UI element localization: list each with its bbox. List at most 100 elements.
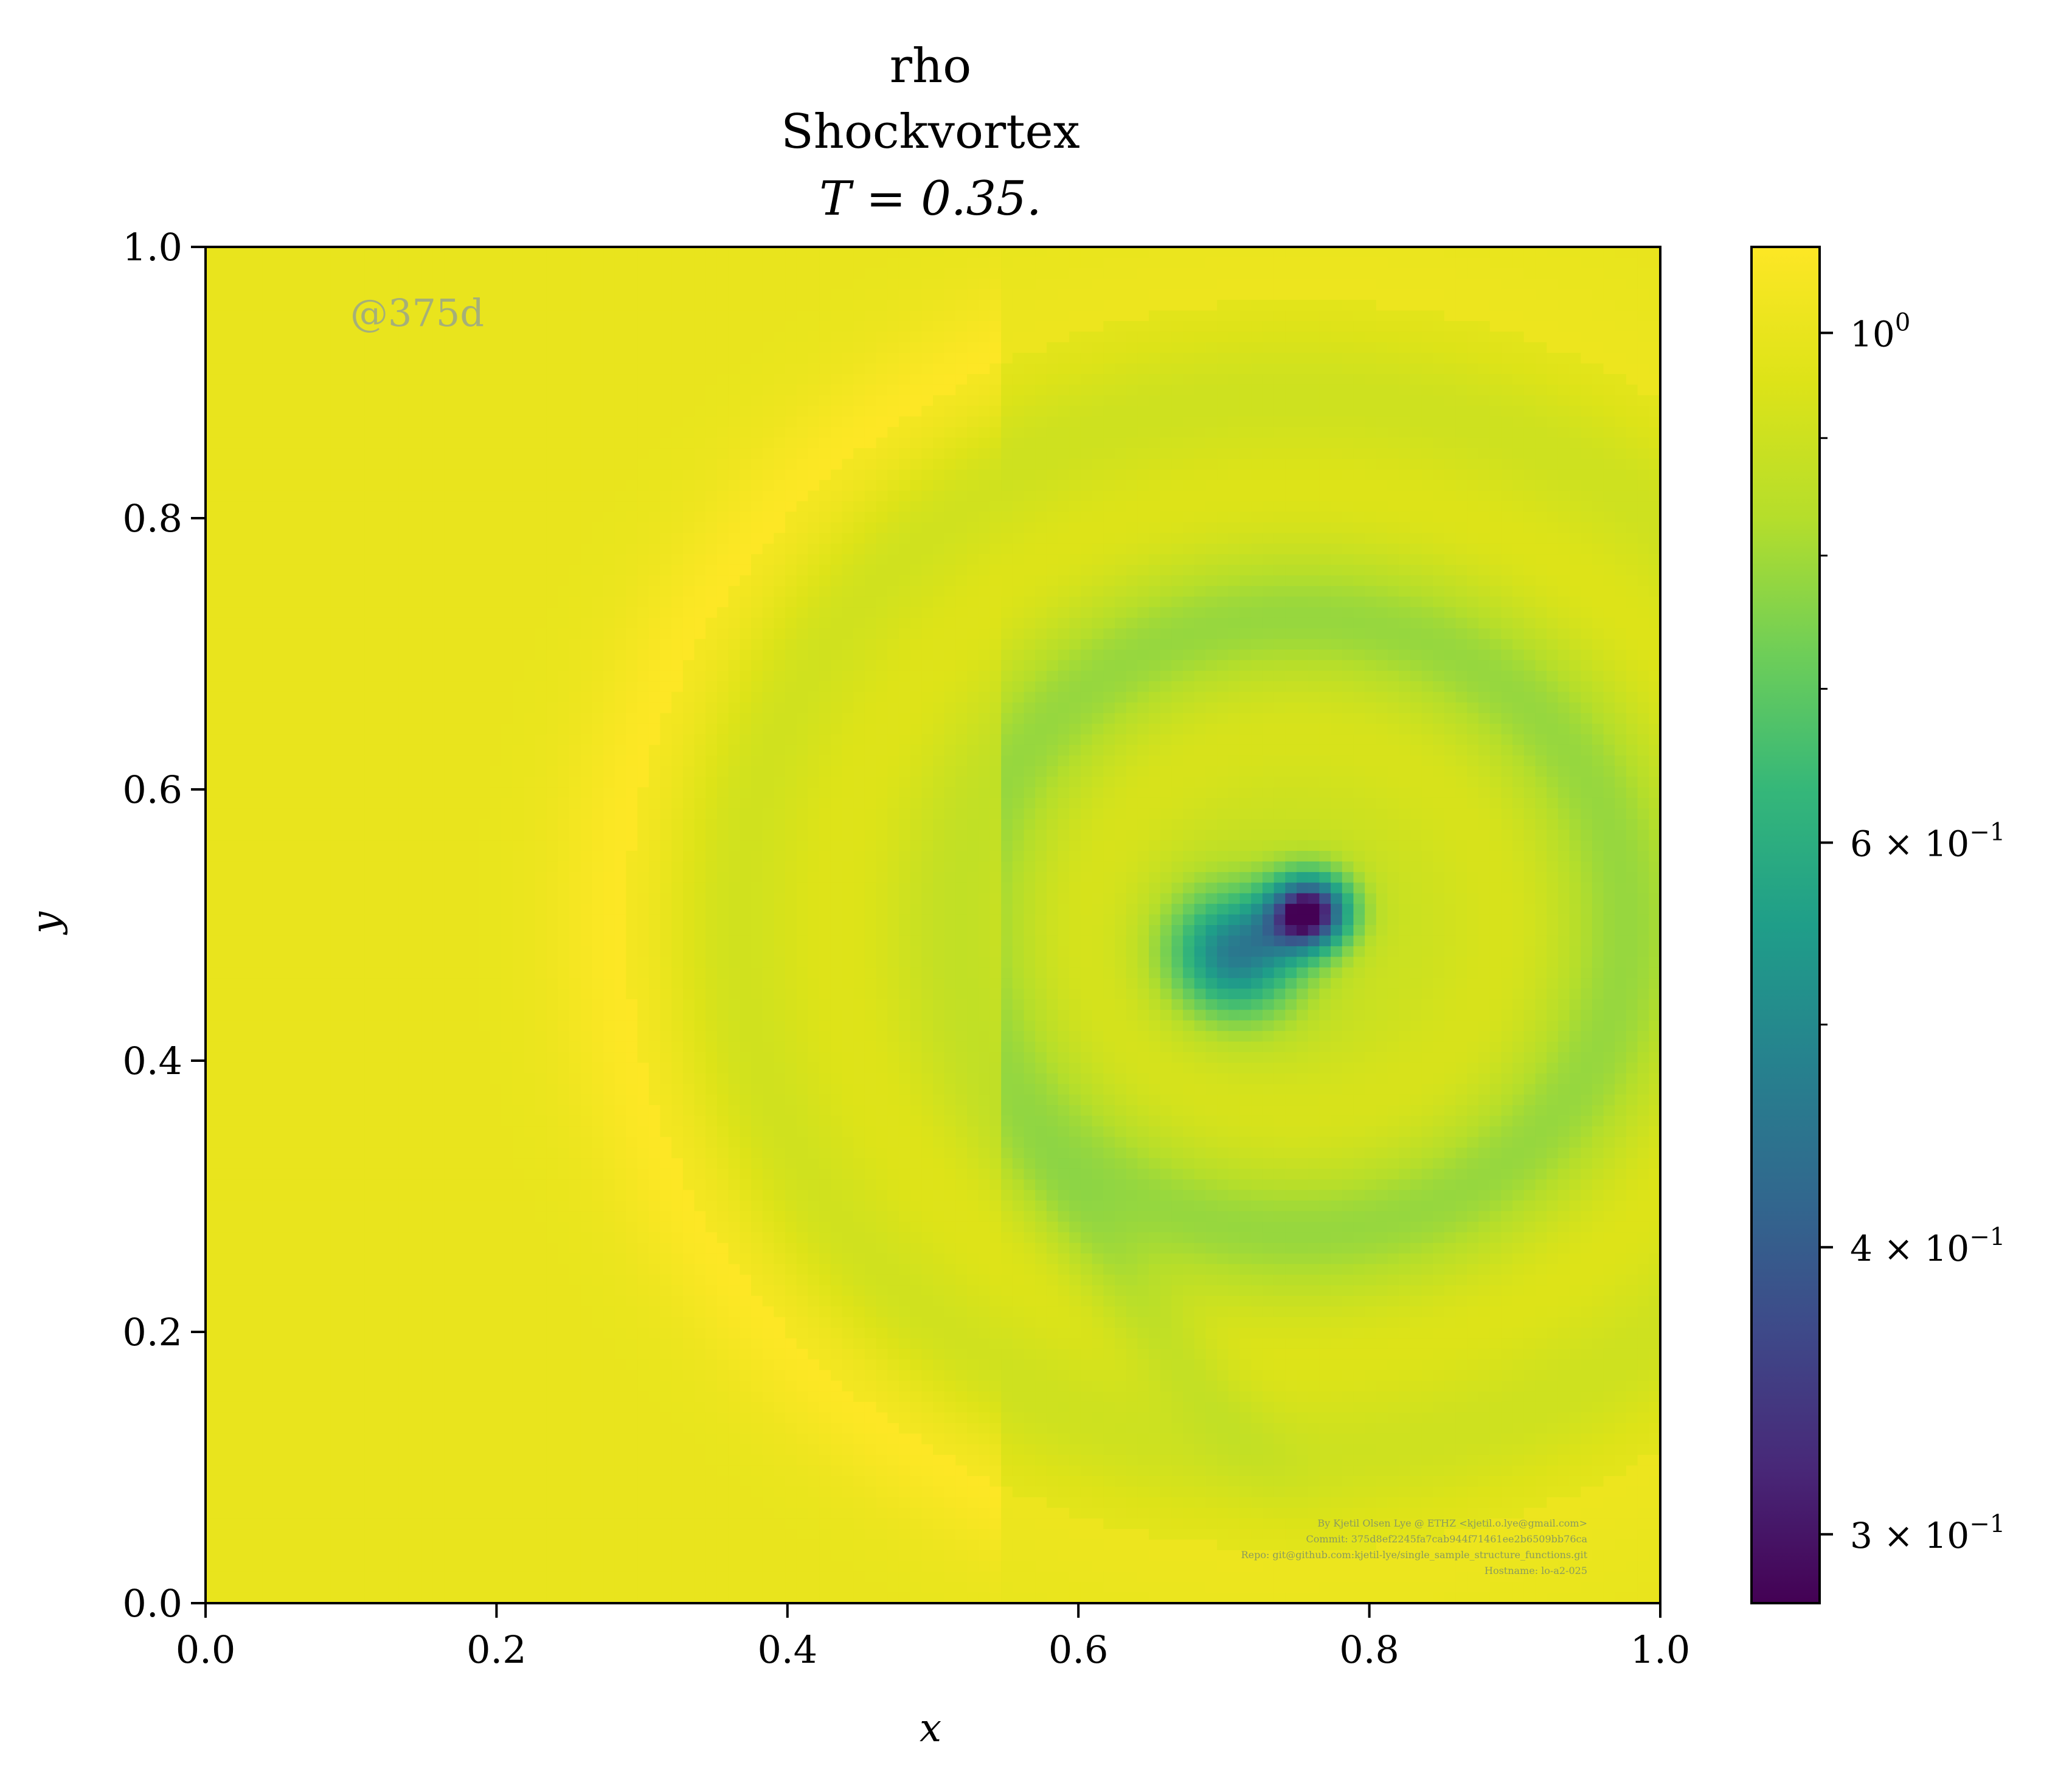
heatmap-cell — [444, 427, 456, 438]
heatmap-cell — [1489, 353, 1502, 364]
heatmap-cell — [933, 617, 945, 629]
heatmap-cell — [671, 257, 684, 269]
heatmap-cell — [1205, 279, 1218, 290]
heatmap-cell — [694, 459, 706, 470]
heatmap-cell — [262, 469, 274, 480]
heatmap-cell — [785, 628, 797, 640]
heatmap-cell — [501, 300, 513, 311]
heatmap-cell — [1331, 331, 1343, 343]
heatmap-cell — [1069, 639, 1081, 650]
heatmap-cell — [228, 596, 240, 608]
heatmap-cell — [274, 310, 286, 322]
heatmap-cell — [592, 554, 604, 566]
heatmap-cell — [853, 289, 865, 300]
heatmap-cell — [1137, 596, 1149, 608]
heatmap-cell — [1205, 575, 1218, 587]
heatmap-cell — [1410, 459, 1422, 470]
heatmap-cell — [535, 427, 547, 438]
heatmap-cell — [217, 331, 229, 343]
heatmap-cell — [910, 586, 922, 597]
heatmap-cell — [921, 469, 934, 480]
heatmap-cell — [558, 628, 570, 640]
heatmap-cell — [410, 363, 422, 375]
heatmap-cell — [671, 501, 684, 513]
heatmap-cell — [1308, 596, 1320, 608]
heatmap-cell — [728, 490, 740, 502]
heatmap-cell — [501, 543, 513, 555]
heatmap-cell — [887, 268, 899, 279]
heatmap-cell — [819, 268, 831, 279]
heatmap-cell — [842, 628, 854, 640]
heatmap-cell — [603, 363, 615, 375]
heatmap-cell — [898, 300, 911, 311]
heatmap-cell — [353, 427, 366, 438]
heatmap-cell — [1035, 289, 1047, 300]
heatmap-cell — [819, 395, 831, 406]
heatmap-cell — [535, 300, 547, 311]
heatmap-cell — [580, 289, 592, 300]
heatmap-cell — [1581, 300, 1593, 311]
heatmap-cell — [989, 384, 1002, 396]
heatmap-cell — [921, 543, 934, 555]
heatmap-cell — [705, 650, 718, 661]
heatmap-cell — [1092, 257, 1104, 269]
heatmap-cell — [1319, 639, 1331, 650]
heatmap-cell — [274, 586, 286, 597]
heatmap-cell — [751, 533, 763, 544]
heatmap-cell — [1183, 416, 1195, 428]
heatmap-cell — [410, 289, 422, 300]
heatmap-cell — [1171, 522, 1183, 533]
heatmap-cell — [330, 257, 342, 269]
heatmap-cell — [1080, 416, 1093, 428]
heatmap-cell — [308, 406, 320, 417]
heatmap-cell — [819, 533, 831, 544]
heatmap-cell — [796, 331, 809, 343]
heatmap-cell — [398, 469, 411, 480]
heatmap-cell — [387, 363, 400, 375]
heatmap-cell — [1262, 543, 1275, 555]
heatmap-cell — [535, 342, 547, 353]
heatmap-cell — [1410, 490, 1422, 502]
heatmap-cell — [1603, 437, 1615, 449]
heatmap-cell — [1080, 257, 1093, 269]
heatmap-cell — [444, 437, 456, 449]
heatmap-cell — [1649, 416, 1660, 428]
heatmap-cell — [376, 342, 388, 353]
heatmap-cell — [1467, 416, 1479, 428]
heatmap-cell — [1399, 511, 1411, 523]
heatmap-cell — [1592, 342, 1604, 353]
heatmap-cell — [1637, 501, 1649, 513]
heatmap-cell — [1433, 331, 1445, 343]
heatmap-cell — [751, 511, 763, 523]
heatmap-cell — [1024, 342, 1036, 353]
heatmap-cell — [1058, 427, 1070, 438]
heatmap-cell — [1489, 257, 1502, 269]
heatmap-cell — [1421, 331, 1433, 343]
heatmap-cell — [1603, 342, 1615, 353]
heatmap-cell — [1285, 501, 1297, 513]
heatmap-cell — [1557, 607, 1570, 619]
heatmap-cell — [308, 596, 320, 608]
heatmap-cell — [274, 480, 286, 491]
heatmap-cell — [1297, 650, 1309, 661]
heatmap-cell — [206, 459, 218, 470]
heatmap-cell — [466, 416, 479, 428]
heatmap-cell — [1251, 406, 1263, 417]
heatmap-cell — [398, 363, 411, 375]
heatmap-cell — [660, 564, 672, 576]
heatmap-cell — [1581, 628, 1593, 640]
heatmap-cell — [728, 607, 740, 619]
heatmap-cell — [1557, 554, 1570, 566]
heatmap-cell — [944, 448, 956, 460]
heatmap-cell — [1615, 501, 1627, 513]
heatmap-cell — [694, 363, 706, 375]
heatmap-cell — [910, 639, 922, 650]
heatmap-cell — [933, 416, 945, 428]
heatmap-cell — [1557, 459, 1570, 470]
heatmap-cell — [1046, 342, 1059, 353]
heatmap-cell — [1512, 279, 1525, 290]
heatmap-cell — [682, 469, 695, 480]
heatmap-cell — [1512, 607, 1525, 619]
heatmap-cell — [398, 279, 411, 290]
heatmap-cell — [1467, 533, 1479, 544]
